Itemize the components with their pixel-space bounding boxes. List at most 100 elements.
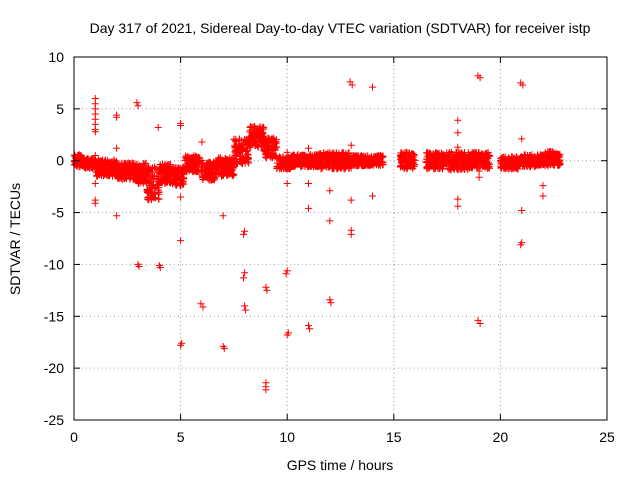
data-point	[454, 116, 462, 124]
data-point	[483, 164, 491, 172]
data-point	[222, 159, 230, 167]
data-point	[113, 113, 121, 121]
x-tick-label: 5	[177, 429, 185, 445]
data-point	[276, 153, 283, 161]
data-point	[506, 159, 513, 167]
data-point	[303, 160, 311, 168]
data-point	[465, 155, 472, 163]
data-point	[207, 159, 215, 167]
data-point	[398, 160, 406, 168]
data-point	[134, 102, 142, 110]
x-tick-label: 10	[279, 429, 295, 445]
data-point	[221, 155, 229, 163]
data-point	[232, 137, 240, 144]
data-point	[263, 286, 271, 294]
data-point	[363, 160, 371, 168]
y-tick-label: -20	[44, 360, 64, 376]
data-point	[192, 167, 200, 175]
data-point	[470, 149, 478, 157]
data-point	[322, 162, 330, 170]
data-point	[426, 149, 434, 157]
data-point	[116, 160, 124, 168]
data-point	[293, 154, 301, 162]
data-point	[305, 180, 312, 187]
data-point	[452, 152, 460, 160]
data-point	[199, 163, 207, 171]
y-tick-label: 5	[56, 101, 64, 117]
data-point	[315, 155, 323, 163]
data-point	[549, 161, 557, 168]
y-tick-label: -15	[44, 308, 64, 324]
data-point	[186, 156, 194, 164]
plot-frame	[73, 56, 608, 421]
data-point	[194, 160, 202, 168]
data-point	[221, 167, 229, 175]
data-point	[173, 180, 181, 188]
data-point	[362, 152, 370, 160]
data-point	[250, 134, 258, 142]
data-point	[171, 164, 179, 172]
data-point	[454, 143, 462, 151]
data-point	[477, 150, 485, 158]
data-point	[147, 165, 155, 173]
data-point	[408, 151, 416, 159]
data-point	[136, 168, 144, 176]
data-point	[291, 158, 299, 166]
data-point	[523, 157, 531, 165]
data-point	[234, 142, 242, 150]
data-point	[108, 169, 115, 177]
data-point	[163, 170, 171, 178]
data-point	[356, 153, 364, 161]
data-point	[454, 129, 462, 137]
data-point	[282, 270, 290, 278]
data-point	[347, 141, 355, 149]
data-point	[102, 157, 109, 165]
data-points	[70, 72, 564, 394]
data-point	[130, 160, 138, 168]
data-point	[548, 154, 556, 162]
x-tick-label: 0	[70, 429, 78, 445]
data-point	[189, 166, 197, 174]
data-point	[242, 144, 250, 152]
y-axis-title: SDTVAR / TECUs	[7, 183, 23, 295]
data-point	[206, 158, 214, 166]
data-point	[156, 264, 164, 271]
data-point	[328, 149, 336, 157]
data-point	[226, 166, 234, 174]
data-point	[133, 99, 141, 107]
data-point	[267, 151, 275, 159]
data-point	[517, 241, 525, 249]
x-tick-label: 15	[386, 429, 402, 445]
data-point	[179, 177, 187, 185]
data-point	[127, 173, 135, 181]
data-point	[437, 149, 445, 157]
data-point	[307, 158, 315, 166]
data-point	[518, 207, 526, 214]
y-tick-label: 0	[56, 153, 64, 169]
data-point	[135, 263, 143, 270]
data-point	[513, 158, 521, 166]
grid-lines	[74, 57, 607, 420]
data-point	[472, 154, 480, 162]
data-point	[76, 156, 84, 163]
data-point	[228, 170, 236, 177]
data-point	[476, 74, 484, 82]
data-point	[211, 171, 219, 178]
data-point	[369, 192, 376, 200]
data-point	[177, 193, 185, 201]
data-point	[238, 159, 246, 167]
data-point	[216, 161, 224, 169]
data-point	[182, 165, 189, 173]
data-point	[532, 156, 540, 164]
y-tick-label: -5	[52, 205, 65, 221]
data-point	[203, 168, 210, 176]
data-point	[158, 168, 166, 176]
x-axis-title: GPS time / hours	[287, 457, 394, 473]
data-point	[549, 148, 557, 156]
data-point	[348, 81, 356, 89]
data-point	[277, 164, 285, 172]
data-point	[305, 144, 312, 152]
data-point	[528, 160, 536, 168]
data-point	[379, 153, 386, 161]
